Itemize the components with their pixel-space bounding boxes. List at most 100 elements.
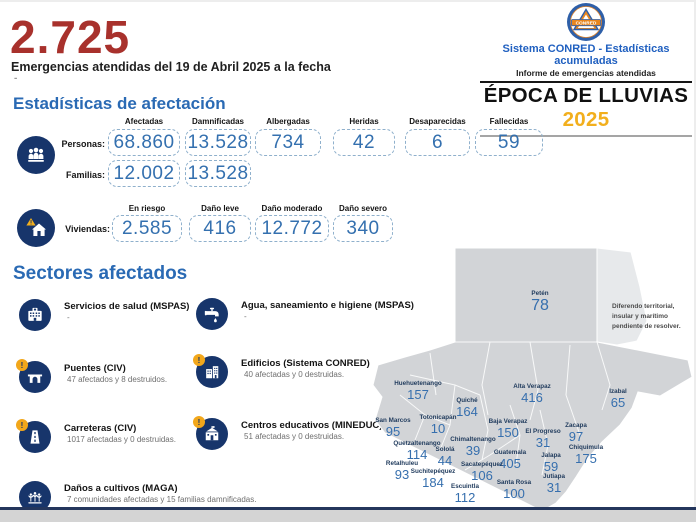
stat-value-box: 734 [255, 129, 321, 156]
road-icon: ! [16, 419, 51, 453]
sector-subtitle: 47 afectados y 8 destruidos. [67, 375, 168, 384]
stat-value: 12.002 [113, 162, 175, 184]
sector-subtitle: - [244, 312, 247, 321]
stat-column-header: Desaparecidas [409, 117, 466, 126]
stat-value-box: 2.585 [112, 215, 182, 242]
department-value: 184 [422, 474, 444, 490]
stat-column-header: Afectadas [124, 117, 164, 126]
bottom-navy-divider [0, 507, 696, 510]
bottom-gray-bar [0, 510, 696, 522]
stat-value-box: 12.772 [255, 215, 329, 242]
stat-value-box: 12.002 [108, 160, 180, 187]
sector-subtitle: 51 afectadas y 0 destruidas. [244, 432, 345, 441]
stat-column-header: Heridas [349, 117, 379, 126]
sector-title: Carreteras (CIV) [64, 423, 137, 434]
stat-value: 6 [431, 131, 444, 153]
department-value: 100 [503, 485, 525, 501]
department-name: Alta Verapaz [513, 383, 551, 390]
stat-value: 2.585 [121, 217, 173, 239]
department-label: San Marcos 95 [361, 417, 425, 438]
department-label: Escuintla 112 [433, 483, 497, 504]
stat-value-box: 59 [475, 129, 543, 156]
department-name: Quetzaltenango [393, 440, 441, 447]
guatemala-map: Petén 78 Huehuetenango 157 Quiché 164 Alta Ver… [370, 245, 696, 522]
stat-value-box: 68.860 [108, 129, 180, 156]
department-name: Suchitepéquez [410, 468, 456, 475]
department-name: Quiché [456, 397, 478, 404]
department-name: Zacapa [565, 422, 587, 429]
department-value: 44 [437, 452, 453, 468]
stat-column-header: Daño severo [338, 204, 388, 213]
department-value: 150 [497, 424, 519, 440]
stat-column-header: Daño leve [201, 204, 239, 213]
department-name: Jalapa [541, 452, 561, 459]
stat-value: 734 [271, 131, 305, 153]
report-header: CONRED Sistema CONRED - Estadísticas acu… [480, 2, 692, 137]
department-value: 31 [546, 479, 562, 495]
season-title: ÉPOCA DE LLUVIAS [483, 84, 689, 107]
department-name: Totonicapán [419, 414, 457, 421]
department-name: Izabal [609, 388, 627, 395]
department-value: 31 [535, 434, 551, 450]
building-icon: ! [193, 354, 228, 388]
department-value: 39 [465, 442, 481, 458]
stats-heading: Estadísticas de afectación [13, 94, 226, 113]
department-label: Quetzaltenango 114 [385, 440, 449, 461]
sectors-heading: Sectores afectados [13, 263, 188, 284]
stat-value: 12.772 [261, 217, 323, 239]
org-line: Sistema CONRED - Estadísticas acumuladas [502, 43, 670, 67]
department-label: Santa Rosa 100 [482, 479, 546, 500]
department-name: Petén [531, 290, 549, 297]
department-label: Baja Verapaz 150 [476, 418, 540, 439]
department-borders [399, 341, 611, 476]
department-name: Retalhuleu [385, 460, 419, 467]
department-label: Guatemala 405 [478, 449, 542, 470]
report-line: Informe de emergencias atendidas [516, 68, 656, 78]
department-label: Alta Verapaz 416 [500, 383, 564, 404]
stat-value: 13.528 [187, 131, 249, 153]
familias-row-label: Familias: [65, 170, 105, 180]
department-value: 106 [471, 467, 493, 483]
stat-value-box: 42 [333, 129, 395, 156]
department-value: 416 [521, 389, 543, 405]
department-name: Sacatepéquez [461, 461, 503, 468]
stat-value: 340 [346, 217, 380, 239]
stat-value-box: 416 [189, 215, 251, 242]
season-year: 2025 [562, 108, 610, 131]
top-edge-divider [0, 0, 696, 2]
department-value: 164 [456, 403, 478, 419]
viviendas-row-label: Viviendas: [65, 224, 110, 234]
stat-column-header: Fallecidas [489, 117, 529, 126]
warning-badge-icon: ! [193, 354, 205, 366]
stat-value-box: 340 [333, 215, 393, 242]
department-label: Zacapa 97 [544, 422, 608, 443]
department-value: 10 [430, 420, 446, 436]
department-name: Baja Verapaz [488, 418, 528, 425]
stat-value: 416 [203, 217, 237, 239]
sector-title: Servicios de salud (MSPAS) [64, 301, 190, 312]
sector-title: Centros educativos (MINEDUC) [241, 420, 383, 431]
department-name: Huehuetenango [394, 380, 442, 387]
map-note: Diferendo territorial, insular y marítim… [612, 303, 681, 331]
department-value: 65 [610, 394, 626, 410]
department-value: 114 [406, 446, 428, 462]
stat-value: 13.528 [187, 162, 249, 184]
stat-value-box: 6 [405, 129, 470, 156]
department-label: Totonicapán 10 [406, 414, 470, 435]
department-value: 157 [407, 386, 429, 402]
conred-logo-text: CONRED [576, 21, 597, 27]
department-name: Santa Rosa [496, 479, 532, 486]
warning-badge-icon: ! [16, 359, 28, 371]
sector-title: Agua, saneamiento e higiene (MSPAS) [241, 300, 414, 311]
department-value: 78 [531, 296, 549, 314]
sector-title: Edificios (Sistema CONRED) [241, 358, 370, 369]
conred-logo: CONRED [480, 2, 692, 42]
department-label: Izabal 65 [586, 388, 650, 409]
emergencies-subtitle: Emergencias atendidas del 19 de Abril 20… [11, 60, 331, 74]
season-banner: ÉPOCA DE LLUVIAS 2025 [480, 81, 692, 137]
department-label: Petén 78 [508, 290, 572, 314]
stat-column-header: En riesgo [128, 204, 166, 213]
department-name: Jutiapa [542, 473, 566, 480]
department-label: Retalhuleu 93 [370, 460, 434, 481]
